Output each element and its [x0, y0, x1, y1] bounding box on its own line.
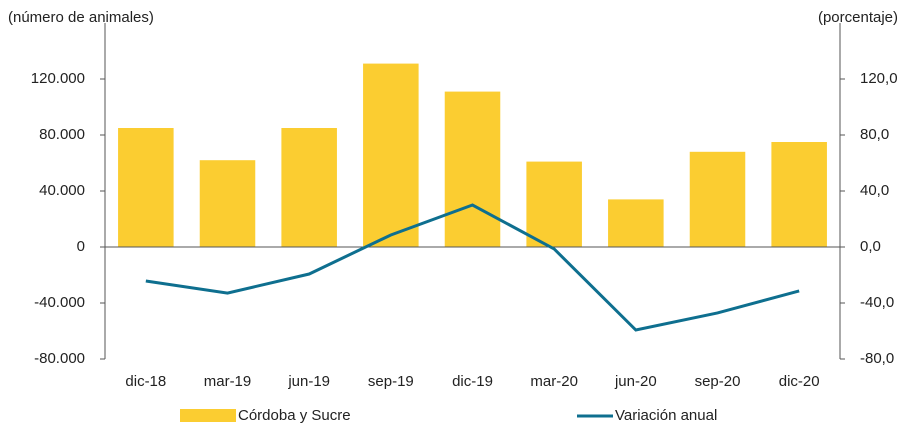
y2-tick-label: 0,0 — [860, 238, 881, 255]
legend-label: Córdoba y Sucre — [238, 407, 351, 424]
bar — [444, 91, 501, 247]
y2-tick-label: 80,0 — [860, 126, 889, 143]
y2-axis-label: (porcentaje) — [818, 9, 898, 26]
x-tick-label: dic-20 — [779, 373, 820, 390]
bar — [363, 63, 419, 247]
bar — [771, 142, 827, 247]
y-axis-label: (número de animales) — [8, 9, 154, 26]
legend-swatch — [180, 409, 236, 422]
y2-tick-label: 40,0 — [860, 182, 889, 199]
legend-label: Variación anual — [615, 407, 717, 424]
x-tick-label: mar-20 — [530, 373, 578, 390]
x-tick-label: dic-18 — [125, 373, 166, 390]
y2-tick-label: -80,0 — [860, 350, 894, 367]
bar — [689, 151, 746, 247]
y-tick-label: -80.000 — [34, 350, 85, 367]
bar — [608, 199, 664, 247]
y-tick-label: 120.000 — [31, 70, 85, 87]
y2-tick-label: 120,0 — [860, 70, 898, 87]
y-tick-label: 80.000 — [39, 126, 85, 143]
y-tick-label: 40.000 — [39, 182, 85, 199]
y-tick-label: 0 — [77, 238, 85, 255]
y2-tick-label: -40,0 — [860, 294, 894, 311]
x-tick-label: jun-19 — [287, 373, 330, 390]
x-tick-label: mar-19 — [204, 373, 252, 390]
x-tick-label: sep-20 — [695, 373, 741, 390]
bar — [281, 128, 337, 247]
bar — [526, 161, 582, 247]
x-tick-label: sep-19 — [368, 373, 414, 390]
x-tick-label: dic-19 — [452, 373, 493, 390]
bar — [199, 160, 256, 247]
line — [145, 203, 800, 332]
y-tick-label: -40.000 — [34, 294, 85, 311]
x-tick-label: jun-20 — [614, 373, 657, 390]
bar — [118, 128, 174, 247]
